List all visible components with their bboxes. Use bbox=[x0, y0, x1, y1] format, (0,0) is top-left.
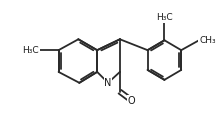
Text: H₃C: H₃C bbox=[156, 13, 173, 22]
Text: H₃C: H₃C bbox=[22, 46, 39, 55]
Text: O: O bbox=[128, 96, 136, 106]
Text: N: N bbox=[104, 78, 112, 88]
Text: CH₃: CH₃ bbox=[199, 36, 216, 45]
